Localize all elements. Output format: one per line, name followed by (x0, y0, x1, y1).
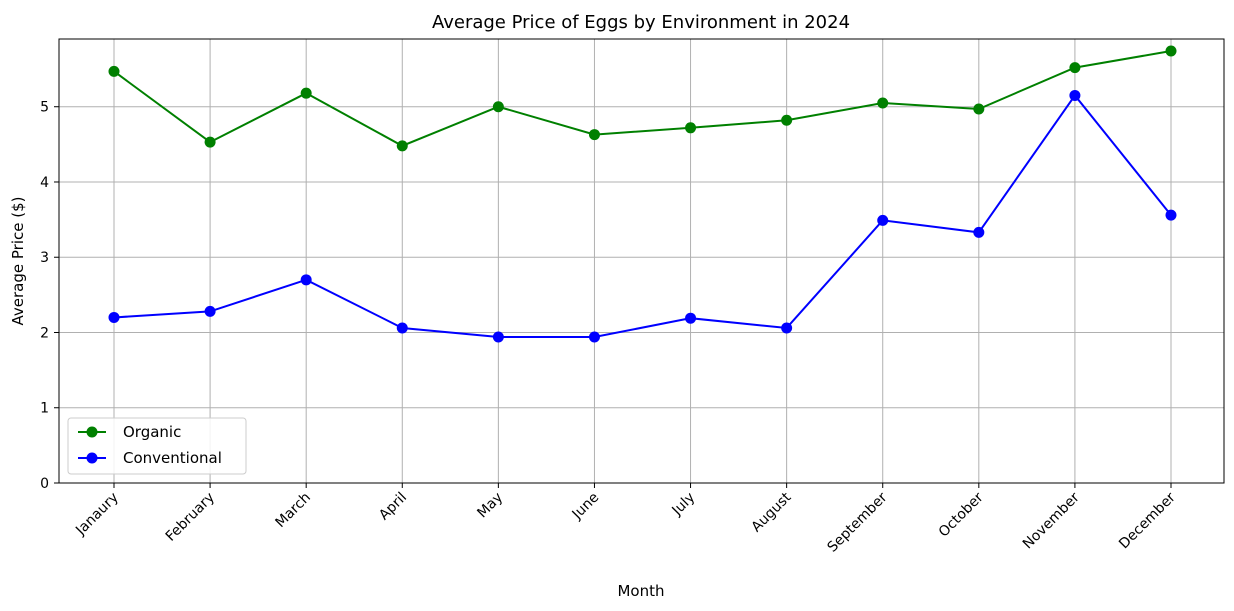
x-tick-label: March (273, 490, 314, 531)
legend-box (67, 417, 247, 475)
grid (59, 39, 1224, 484)
series-conventional (108, 89, 1177, 343)
data-point-organic (396, 140, 408, 152)
x-tick-label: April (376, 490, 410, 524)
data-point-conventional (204, 305, 216, 317)
legend-marker (86, 452, 98, 464)
x-tick-label: June (569, 490, 603, 524)
chart-title: Average Price of Eggs by Environment in … (432, 12, 850, 33)
legend-label: Conventional (123, 449, 222, 467)
legend-label: Organic (123, 423, 181, 441)
y-tick-label: 3 (40, 250, 49, 266)
legend-entry-conventional: Conventional (78, 449, 222, 467)
x-tick-label: December (1116, 489, 1179, 552)
data-point-organic (492, 101, 504, 113)
y-tick-label: 2 (40, 325, 49, 341)
plot-frame (58, 38, 1225, 484)
data-point-conventional (1069, 89, 1081, 101)
data-point-organic (108, 65, 120, 77)
y-tick-label: 1 (40, 401, 49, 417)
x-tick-label: May (474, 490, 506, 522)
data-point-conventional (877, 214, 889, 226)
x-tick-label: July (669, 490, 699, 520)
x-tick-label: November (1020, 489, 1083, 552)
y-tick-label: 4 (40, 175, 49, 191)
data-point-organic (300, 87, 312, 99)
legend-marker (86, 426, 98, 438)
data-point-organic (204, 136, 216, 148)
legend-entry-organic: Organic (78, 423, 181, 441)
series-organic (108, 45, 1177, 152)
data-point-organic (685, 122, 697, 134)
data-point-conventional (396, 322, 408, 334)
data-point-conventional (108, 311, 120, 323)
data-point-organic (1069, 62, 1081, 74)
data-point-conventional (492, 331, 504, 343)
data-point-conventional (781, 322, 793, 334)
series-line-conventional (113, 93, 1172, 339)
y-axis: 0 1 2 3 4 5 (40, 100, 59, 492)
x-tick-label: September (825, 489, 891, 555)
x-tick-label: October (936, 489, 987, 540)
x-axis-label: Month (617, 582, 664, 600)
x-tick-label: February (163, 490, 218, 545)
y-axis-label: Average Price ($) (9, 197, 27, 326)
data-point-organic (973, 103, 985, 115)
data-point-organic (1165, 45, 1177, 57)
x-tick-label: Janaury (72, 490, 122, 540)
data-point-conventional (300, 274, 312, 286)
data-point-organic (781, 114, 793, 126)
data-point-conventional (973, 226, 985, 238)
y-tick-label: 0 (40, 476, 49, 492)
series-layer (108, 45, 1177, 343)
y-tick-label: 5 (40, 100, 49, 116)
series-line-organic (113, 50, 1172, 147)
x-tick-label: August (749, 489, 795, 535)
data-point-conventional (1165, 209, 1177, 221)
legend: Organic Conventional (67, 417, 247, 475)
x-axis: Janaury February March April May June July Augu… (72, 483, 1179, 556)
data-point-organic (877, 97, 889, 109)
data-point-conventional (588, 331, 600, 343)
data-point-organic (588, 129, 600, 141)
data-point-conventional (685, 312, 697, 324)
